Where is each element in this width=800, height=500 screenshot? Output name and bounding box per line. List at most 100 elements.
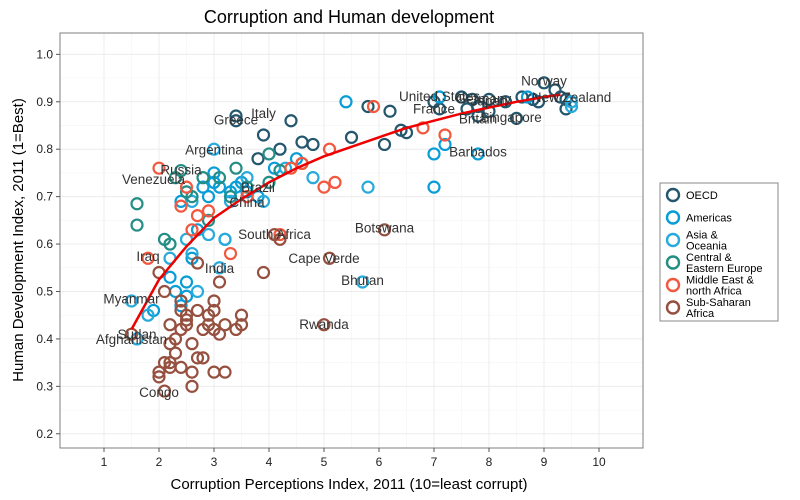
data-point	[256, 128, 271, 142]
country-label: Venezuela	[122, 172, 186, 187]
panel-border	[59, 32, 644, 449]
data-point	[201, 227, 216, 242]
x-tick-label: 6	[376, 455, 383, 469]
country-label: Italy	[251, 106, 276, 121]
x-tick-label: 10	[592, 455, 606, 469]
data-point	[322, 251, 337, 265]
data-point	[196, 180, 210, 194]
country-label: New Zealand	[532, 90, 612, 105]
data-point	[152, 161, 166, 175]
data-point	[339, 95, 353, 109]
y-axis: 0.2 0.3 0.4 0.5 0.6 0.7 0.8 0.9 1.0	[36, 47, 60, 441]
data-point	[168, 171, 183, 185]
y-tick-label: 0.6	[36, 237, 53, 251]
data-point	[163, 318, 177, 332]
data-point	[229, 114, 243, 128]
data-point	[174, 322, 188, 337]
data-point	[284, 114, 298, 128]
legend-marker	[665, 210, 681, 225]
data-point	[190, 256, 205, 270]
legend-marker	[665, 232, 681, 248]
data-point	[377, 137, 392, 152]
data-point	[212, 180, 227, 194]
data-point	[174, 360, 188, 374]
x-tick-label: 4	[266, 455, 273, 469]
data-point	[163, 237, 177, 251]
legend-box	[659, 182, 779, 322]
data-point	[157, 284, 172, 299]
data-point	[141, 251, 155, 265]
data-point	[229, 161, 243, 175]
country-label: Congo	[139, 385, 179, 400]
data-point	[262, 147, 276, 161]
data-point	[223, 190, 238, 204]
country-label: China	[229, 195, 265, 210]
data-point	[168, 332, 183, 346]
data-point	[190, 284, 205, 299]
data-point	[564, 95, 579, 109]
country-label: Greece	[214, 112, 258, 127]
legend-label: Central & Eastern Europe	[686, 252, 762, 275]
legend-label: OECD	[686, 190, 718, 202]
data-point	[520, 90, 535, 104]
y-tick-label: 0.9	[36, 95, 53, 109]
legend-marker	[665, 277, 681, 293]
legend-marker	[665, 300, 681, 315]
y-tick-label: 0.8	[36, 142, 53, 156]
data-points	[124, 76, 579, 398]
data-point	[185, 223, 199, 237]
plot-area: Norway New Zealand United StatesJapanGerma…	[59, 32, 644, 449]
data-point	[163, 270, 177, 284]
data-point	[427, 180, 441, 194]
data-point	[207, 294, 221, 308]
data-point	[251, 152, 265, 166]
y-tick-label: 0.7	[36, 190, 53, 204]
data-point	[306, 171, 320, 185]
country-label: Botswana	[355, 220, 415, 235]
data-point	[179, 275, 194, 289]
country-label: Germany	[456, 91, 512, 106]
data-point	[185, 379, 199, 393]
country-label: Rwanda	[299, 317, 349, 332]
data-point	[240, 171, 254, 185]
data-point	[196, 171, 210, 185]
data-point	[201, 190, 216, 204]
country-label: Barbados	[449, 145, 507, 160]
data-point	[185, 337, 199, 351]
legend-label: Americas	[686, 213, 732, 225]
x-tick-label: 9	[541, 455, 548, 469]
data-point	[438, 128, 452, 142]
data-point	[157, 384, 172, 398]
country-label: Japan	[471, 93, 508, 108]
data-point	[218, 365, 232, 379]
data-point	[355, 275, 370, 289]
data-point	[130, 197, 144, 211]
data-point	[207, 322, 221, 337]
country-label: Myanmar	[103, 292, 160, 307]
country-labels: Norway New Zealand United StatesJapanGerma…	[96, 73, 611, 400]
data-point	[262, 175, 276, 189]
legend-label: Middle East & north Africa	[686, 275, 755, 298]
data-point	[168, 346, 183, 360]
x-tick-label: 1	[101, 455, 108, 469]
data-point	[427, 147, 441, 161]
data-point	[174, 199, 188, 213]
data-point	[179, 308, 194, 322]
y-tick-label: 0.4	[36, 332, 53, 346]
data-point	[190, 351, 205, 365]
country-label: Bhutan	[341, 273, 384, 288]
y-tick-label: 1.0	[36, 47, 53, 61]
country-label: Brazil	[241, 180, 275, 195]
data-point	[383, 104, 397, 118]
data-point	[212, 275, 227, 289]
data-point	[201, 213, 216, 227]
data-point	[564, 99, 579, 114]
data-point	[240, 180, 254, 194]
chart-title: Corruption and Human development	[204, 7, 494, 27]
data-point	[223, 246, 238, 261]
data-point	[344, 130, 359, 144]
data-point	[432, 90, 447, 104]
legend-marker	[665, 187, 681, 203]
data-point	[218, 232, 232, 246]
